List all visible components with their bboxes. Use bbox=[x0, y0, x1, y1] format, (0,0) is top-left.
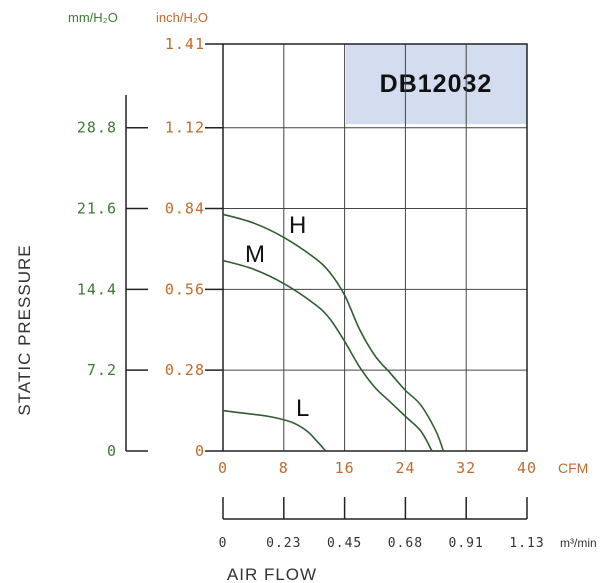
model-label: DB12032 bbox=[380, 70, 493, 98]
cfm-unit-label: CFM bbox=[558, 460, 588, 476]
mm-tick-label: 14.4 bbox=[77, 280, 117, 298]
x-axis-title: AIR FLOW bbox=[227, 565, 317, 583]
inch-tick-label: 0.84 bbox=[165, 200, 205, 218]
x2-tick-label: 0.23 bbox=[266, 536, 301, 551]
inch-tick-labels: 0 0.28 0.56 0.84 1.12 1.41 bbox=[165, 35, 223, 460]
x-tick-label: 32 bbox=[456, 459, 476, 477]
curve-m bbox=[222, 259, 433, 452]
curve-label-m: M bbox=[245, 241, 265, 268]
inch-tick-label: 0.28 bbox=[165, 361, 205, 379]
model-box bbox=[346, 44, 527, 124]
x2-tick-label: 0 bbox=[219, 536, 228, 551]
mm-axis: 0 7.2 14.4 21.6 28.8 bbox=[77, 95, 148, 460]
x-tick-label: 24 bbox=[395, 459, 415, 477]
mm-tick-label: 28.8 bbox=[77, 119, 117, 137]
x2-tick-label: 0.45 bbox=[327, 536, 362, 551]
x2-tick-label: 0.91 bbox=[449, 536, 484, 551]
inch-unit-label: inch/H₂O bbox=[156, 10, 208, 25]
inch-tick-label: 0.56 bbox=[165, 280, 205, 298]
m3-unit-label: m³/min bbox=[560, 536, 597, 550]
grid bbox=[222, 43, 528, 452]
inch-tick-label: 1.12 bbox=[165, 119, 205, 137]
x2-tick-label: 1.13 bbox=[509, 536, 544, 551]
curve-label-h: H bbox=[289, 212, 306, 239]
x-tick-label: 40 bbox=[517, 459, 537, 477]
x-tick-labels: 0 8 16 24 32 40 bbox=[218, 459, 537, 477]
inch-tick-label: 0 bbox=[195, 442, 205, 460]
curves bbox=[222, 213, 445, 452]
curve-l bbox=[222, 409, 327, 452]
mm-unit-label: mm/H₂O bbox=[68, 10, 118, 25]
curve-h bbox=[222, 213, 445, 452]
mm-tick-label: 0 bbox=[107, 442, 117, 460]
x-tick-label: 16 bbox=[335, 459, 355, 477]
plot-frame bbox=[222, 43, 528, 452]
x-tick-label: 8 bbox=[279, 459, 289, 477]
mm-tick-label: 21.6 bbox=[77, 200, 117, 218]
x-tick-label: 0 bbox=[218, 459, 228, 477]
x2-tick-label: 0.68 bbox=[388, 536, 423, 551]
inch-tick-label: 1.41 bbox=[165, 35, 205, 53]
y-axis-title: STATIC PRESSURE bbox=[15, 244, 34, 415]
x2-axis: 0 0.23 0.45 0.68 0.91 1.13 bbox=[219, 497, 544, 551]
curve-label-l: L bbox=[296, 395, 309, 422]
mm-tick-label: 7.2 bbox=[87, 361, 117, 379]
